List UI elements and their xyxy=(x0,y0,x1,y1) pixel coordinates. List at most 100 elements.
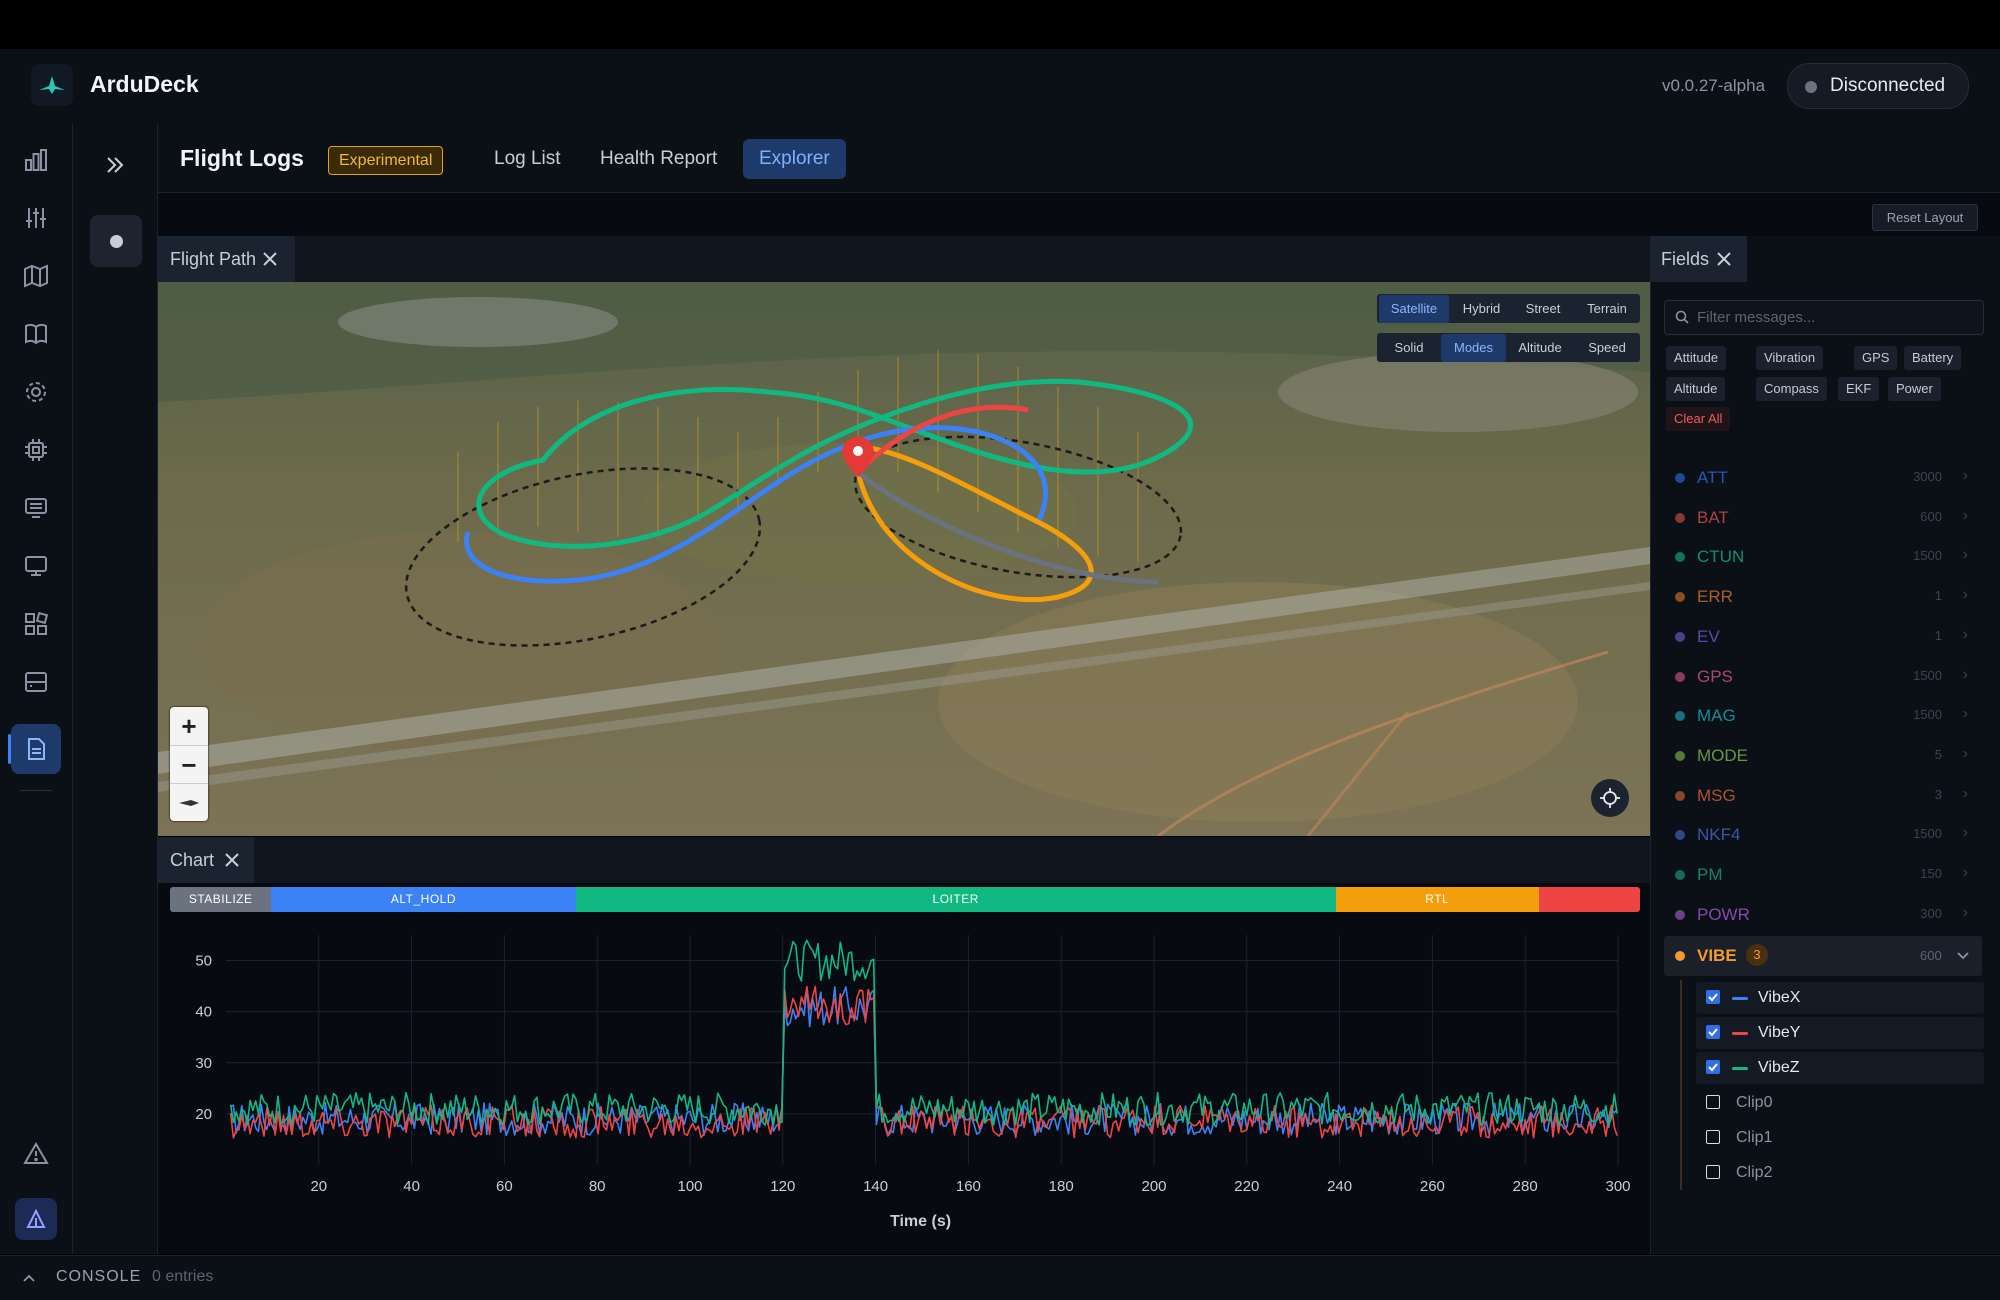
chip-icon[interactable] xyxy=(21,435,51,465)
chevron-right-icon[interactable]: › xyxy=(1962,467,1968,484)
close-icon[interactable] xyxy=(224,852,240,873)
message-row-gps[interactable]: GPS 1500 › xyxy=(1664,657,1976,695)
chevron-right-icon[interactable]: › xyxy=(1962,824,1968,842)
reset-layout-button[interactable]: Reset Layout xyxy=(1872,204,1978,231)
field-row-clip2[interactable]: Clip2 xyxy=(1696,1157,1984,1189)
status-dot-icon xyxy=(1805,81,1817,93)
message-row-bat[interactable]: BAT 600 › xyxy=(1664,498,1976,536)
vibration-chart[interactable]: 20 40 60 80 100 120 140 160 180 200 220 240 260 280 30… xyxy=(158,925,1650,1245)
field-checkbox[interactable] xyxy=(1706,1060,1720,1074)
field-checkbox[interactable] xyxy=(1706,990,1720,1004)
preset-a-gps[interactable]: GPS xyxy=(1854,346,1898,370)
message-row-ev[interactable]: EV 1 › xyxy=(1664,617,1976,655)
field-row-vibex[interactable]: VibeX xyxy=(1696,982,1984,1014)
message-row-pm[interactable]: PM 150 › xyxy=(1664,855,1976,893)
document-icon xyxy=(28,738,45,760)
chevron-right-icon[interactable]: › xyxy=(1962,784,1968,802)
preset-b-compass[interactable]: Compass xyxy=(1756,377,1827,401)
server-icon[interactable] xyxy=(21,667,51,697)
close-icon[interactable] xyxy=(262,251,278,272)
compass-icon[interactable] xyxy=(170,783,208,822)
flight-map[interactable]: + − xyxy=(158,282,1650,836)
chevron-right-icon[interactable]: › xyxy=(1962,506,1968,524)
chevron-right-icon[interactable]: › xyxy=(1962,744,1968,762)
log-file-button[interactable] xyxy=(90,215,142,267)
ardupilot-icon[interactable] xyxy=(15,1198,57,1240)
desktop-icon[interactable] xyxy=(21,551,51,581)
tab-explorer[interactable]: Explorer xyxy=(743,139,846,179)
connection-status-button[interactable]: Disconnected xyxy=(1787,63,1969,109)
map-tab[interactable]: Flight Path xyxy=(158,236,295,282)
zoom-out-button[interactable]: − xyxy=(170,745,208,784)
fields-tab[interactable]: Fields xyxy=(1651,236,1747,282)
grid-icon[interactable] xyxy=(21,609,51,639)
color-solid[interactable]: Solid xyxy=(1394,340,1424,355)
message-row-ctun[interactable]: CTUN 1500 › xyxy=(1664,537,1976,575)
monitor-icon[interactable] xyxy=(21,493,51,523)
document-icon-active[interactable] xyxy=(11,724,61,774)
color-speed[interactable]: Speed xyxy=(1588,340,1626,355)
console-bar[interactable]: CONSOLE 0 entries xyxy=(0,1255,2000,1300)
expand-chevrons-icon[interactable] xyxy=(103,153,127,182)
chart-area[interactable] xyxy=(158,883,1650,1254)
basemap-satellite[interactable]: Satellite xyxy=(1379,295,1449,323)
chevron-up-icon[interactable] xyxy=(22,1271,36,1290)
mode-band-alt-hold: ALT_HOLD xyxy=(271,887,576,912)
bar-chart-icon[interactable] xyxy=(21,145,51,175)
preset-a-attitude[interactable]: Attitude xyxy=(1666,346,1727,370)
field-checkbox[interactable] xyxy=(1706,1025,1720,1039)
field-checkbox[interactable] xyxy=(1706,1130,1720,1144)
zoom-in-button[interactable]: + xyxy=(181,711,197,741)
sliders-icon[interactable] xyxy=(21,203,51,233)
message-name: EV xyxy=(1697,626,1720,646)
preset-a-battery[interactable]: Battery xyxy=(1904,346,1962,370)
tab-log-list[interactable]: Log List xyxy=(494,148,561,169)
field-name: Clip0 xyxy=(1736,1094,1773,1111)
message-row-att[interactable]: ATT 3000 › xyxy=(1664,458,1976,496)
chevron-down-icon[interactable] xyxy=(1956,949,1970,968)
message-row-vibe[interactable]: VIBE 3 600 xyxy=(1664,936,1982,976)
console-label: CONSOLE xyxy=(56,1268,142,1285)
message-row-err[interactable]: ERR 1 › xyxy=(1664,577,1976,615)
preset-b-power[interactable]: Power xyxy=(1888,377,1941,401)
chevron-right-icon[interactable]: › xyxy=(1962,546,1968,564)
chevron-right-icon[interactable]: › xyxy=(1962,705,1968,723)
message-row-nkf4[interactable]: NKF4 1500 › xyxy=(1664,815,1976,853)
field-checkbox[interactable] xyxy=(1706,1165,1720,1179)
field-checkbox[interactable] xyxy=(1706,1095,1720,1109)
message-row-msg[interactable]: MSG 3 › xyxy=(1664,776,1976,814)
gear-icon[interactable] xyxy=(21,377,51,407)
message-color-dot xyxy=(1675,631,1685,642)
message-name: VIBE xyxy=(1697,946,1737,965)
chevron-right-icon[interactable]: › xyxy=(1962,665,1968,683)
preset-b-altitude[interactable]: Altitude xyxy=(1666,377,1726,401)
chart-tab[interactable]: Chart xyxy=(158,837,254,883)
field-row-vibey[interactable]: VibeY xyxy=(1696,1017,1984,1049)
locate-button[interactable] xyxy=(1591,779,1629,817)
field-row-clip1[interactable]: Clip1 xyxy=(1696,1122,1984,1154)
close-icon[interactable] xyxy=(1716,251,1732,272)
message-row-mode[interactable]: MODE 5 › xyxy=(1664,736,1976,774)
color-altitude[interactable]: Altitude xyxy=(1518,340,1562,355)
chevron-right-icon[interactable]: › xyxy=(1962,903,1968,921)
map-icon[interactable] xyxy=(21,261,51,291)
message-row-powr[interactable]: POWR 300 › xyxy=(1664,895,1976,933)
message-count: 1500 xyxy=(1913,707,1942,723)
preset-a-vibration[interactable]: Vibration xyxy=(1756,346,1824,370)
message-row-mag[interactable]: MAG 1500 › xyxy=(1664,696,1976,734)
field-row-clip0[interactable]: Clip0 xyxy=(1696,1087,1984,1119)
chevron-right-icon[interactable]: › xyxy=(1962,586,1968,604)
clear-all-button[interactable]: Clear All xyxy=(1666,407,1731,431)
chevron-right-icon[interactable]: › xyxy=(1962,864,1968,881)
tab-health-report[interactable]: Health Report xyxy=(600,148,718,169)
basemap-terrain[interactable]: Terrain xyxy=(1587,301,1627,316)
warning-icon[interactable] xyxy=(21,1139,51,1169)
preset-b-ekf[interactable]: EKF xyxy=(1838,377,1880,401)
book-icon[interactable] xyxy=(21,319,51,349)
basemap-hybrid[interactable]: Hybrid xyxy=(1462,301,1501,316)
field-row-vibez[interactable]: VibeZ xyxy=(1696,1052,1984,1084)
color-modes[interactable]: Modes xyxy=(1441,334,1506,362)
basemap-street[interactable]: Street xyxy=(1525,301,1561,316)
chevron-right-icon[interactable]: › xyxy=(1962,625,1968,643)
filter-messages-input[interactable]: Filter messages... xyxy=(1664,300,1984,335)
